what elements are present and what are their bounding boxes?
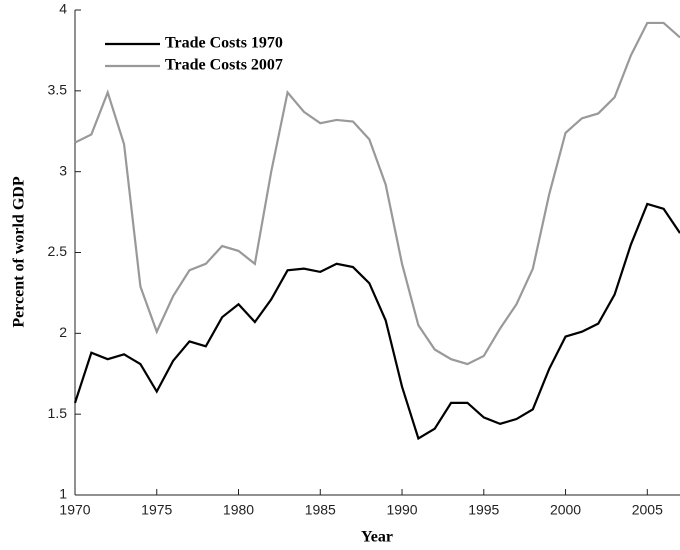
x-tick-label: 1985: [305, 502, 336, 518]
y-tick-label: 1.5: [48, 405, 68, 421]
x-tick-label: 2005: [632, 502, 663, 518]
y-tick-label: 3: [59, 162, 67, 178]
y-tick-label: 2.5: [48, 243, 68, 259]
y-tick-label: 2: [59, 324, 67, 340]
y-tick-label: 1: [59, 486, 67, 502]
x-axis-label: Year: [361, 529, 393, 546]
series-line: [73, 202, 680, 441]
y-tick-label: 3.5: [48, 82, 68, 98]
legend-label: Trade Costs 2007: [165, 57, 283, 74]
x-tick-label: 1990: [386, 502, 417, 518]
y-axis-label: Percent of world GDP: [11, 176, 28, 327]
x-tick-label: 1995: [468, 502, 499, 518]
x-tick-label: 1975: [141, 502, 172, 518]
x-tick-label: 1980: [223, 502, 254, 518]
x-tick-label: 2000: [550, 502, 581, 518]
x-tick-label: 1970: [59, 502, 90, 518]
y-tick-label: 4: [59, 1, 67, 17]
series-line: [74, 21, 680, 366]
legend-label: Trade Costs 1970: [165, 35, 283, 52]
